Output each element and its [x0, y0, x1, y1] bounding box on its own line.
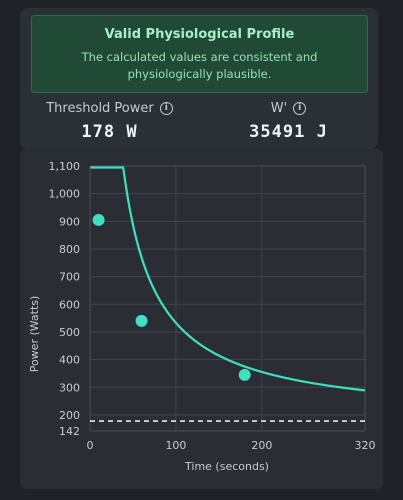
data-point[interactable] [135, 314, 148, 327]
power-curve-line [90, 166, 366, 392]
power-duration-chart-card: 142 200 300 400 500 600 700 800 900 1,000 1,100 0 1… [20, 149, 383, 489]
y-tick-label: 500 [59, 326, 80, 339]
y-tick-label: 200 [59, 409, 80, 422]
data-point[interactable] [92, 213, 105, 226]
w-prime-label: W' [270, 101, 288, 116]
threshold-power-metric: Threshold Power i 178 W [20, 97, 199, 142]
w-prime-value: 35491 J [249, 122, 328, 142]
y-tick-label: 300 [59, 381, 80, 394]
y-tick-label: 400 [59, 354, 80, 367]
x-tick-label: 100 [165, 439, 186, 452]
validation-message: The calculated values are consistent and… [81, 50, 318, 81]
threshold-power-value: 178 W [81, 122, 138, 142]
data-point[interactable] [238, 368, 251, 381]
info-icon[interactable]: i [159, 102, 173, 115]
info-icon[interactable]: i [293, 102, 307, 115]
x-tick-label: 320 [355, 439, 376, 452]
validation-banner: Valid Physiological Profile The calculat… [31, 15, 368, 93]
profile-summary-card: Valid Physiological Profile The calculat… [20, 8, 378, 149]
y-axis-label: Power (Watts) [28, 296, 41, 373]
plot-frame [89, 165, 366, 432]
y-tick-label: 800 [59, 243, 80, 256]
y-tick-label: 600 [59, 298, 80, 311]
y-tick-label: 142 [59, 425, 80, 438]
y-tick-label: 700 [59, 271, 80, 284]
validation-title: Valid Physiological Profile [104, 27, 295, 42]
y-tick-label: 900 [59, 215, 80, 228]
y-tick-label: 1,100 [49, 160, 81, 173]
x-tick-label: 0 [87, 439, 94, 452]
x-axis-label: Time (seconds) [184, 460, 269, 473]
power-duration-chart: 142 200 300 400 500 600 700 800 900 1,000 1,100 0 1… [28, 160, 376, 473]
y-tick-label: 1,000 [49, 188, 81, 201]
w-prime-metric: W' i 35491 J [199, 97, 378, 142]
x-tick-label: 200 [251, 439, 272, 452]
threshold-power-label: Threshold Power [46, 101, 154, 116]
